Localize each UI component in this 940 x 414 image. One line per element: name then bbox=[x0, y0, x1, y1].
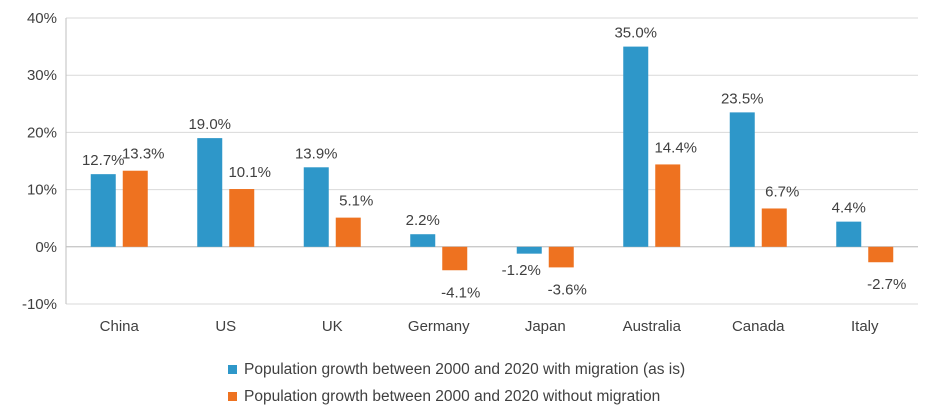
data-label-without-migration: -2.7% bbox=[867, 276, 906, 293]
data-label-without-migration: -4.1% bbox=[441, 284, 480, 301]
bar-with-migration bbox=[90, 174, 116, 247]
data-label-without-migration: 10.1% bbox=[228, 164, 271, 181]
bar-without-migration bbox=[229, 189, 255, 247]
bar-with-migration bbox=[303, 167, 329, 247]
x-tick-label: Italy bbox=[851, 318, 879, 335]
legend-item-with-migration: Population growth between 2000 and 2020 … bbox=[228, 356, 788, 383]
legend-item-without-migration: Population growth between 2000 and 2020 … bbox=[228, 383, 788, 410]
bar-without-migration bbox=[548, 246, 574, 268]
axes: -10% 0% 10% 20% 30% 40% China US UK Germany Japan A… bbox=[22, 10, 918, 335]
data-label-with-migration: 19.0% bbox=[188, 116, 231, 133]
x-tick-label: Canada bbox=[732, 318, 785, 335]
x-tick-label: Japan bbox=[525, 318, 566, 335]
data-label-with-migration: 4.4% bbox=[832, 200, 866, 217]
data-label-without-migration: 6.7% bbox=[765, 183, 799, 200]
legend-label-without-migration: Population growth between 2000 and 2020 … bbox=[244, 387, 661, 405]
bar-without-migration bbox=[655, 164, 681, 247]
data-label-with-migration: -1.2% bbox=[502, 262, 541, 279]
y-tick-label: 0% bbox=[35, 239, 57, 256]
bar-chart-plot: -10% 0% 10% 20% 30% 40% China US UK Germany Japan A… bbox=[22, 10, 918, 335]
bar-with-migration bbox=[623, 46, 649, 247]
bar-without-migration bbox=[335, 217, 361, 247]
legend-swatch-with-migration bbox=[228, 365, 237, 374]
bar-with-migration bbox=[410, 234, 436, 247]
y-tick-label: 40% bbox=[27, 10, 57, 27]
bar-with-migration bbox=[197, 138, 223, 247]
bars bbox=[90, 46, 894, 271]
y-tick-label: 30% bbox=[27, 67, 57, 84]
bar-without-migration bbox=[442, 246, 468, 271]
y-tick-label: -10% bbox=[22, 296, 57, 313]
bar-without-migration bbox=[868, 246, 894, 263]
x-tick-label: UK bbox=[322, 318, 343, 335]
x-tick-label: China bbox=[100, 318, 140, 335]
legend: Population growth between 2000 and 2020 … bbox=[228, 356, 788, 410]
bar-with-migration bbox=[729, 112, 755, 247]
data-label-with-migration: 12.7% bbox=[82, 152, 125, 169]
data-label-without-migration: 13.3% bbox=[122, 146, 165, 163]
legend-label-with-migration: Population growth between 2000 and 2020 … bbox=[244, 360, 686, 378]
bar-without-migration bbox=[122, 170, 148, 247]
x-tick-label: Australia bbox=[623, 318, 682, 335]
data-label-without-migration: 5.1% bbox=[339, 193, 373, 210]
x-tick-label: Germany bbox=[408, 318, 470, 335]
data-label-without-migration: -3.6% bbox=[548, 281, 587, 298]
y-tick-label: 10% bbox=[27, 182, 57, 199]
data-label-with-migration: 23.5% bbox=[721, 90, 764, 107]
bar-with-migration bbox=[836, 221, 862, 247]
data-label-with-migration: 35.0% bbox=[614, 25, 657, 42]
data-labels: 12.7% 19.0% 13.9% 2.2% -1.2% 35.0% 23.5% 4.4% 13… bbox=[82, 25, 906, 302]
x-tick-label: US bbox=[215, 318, 236, 335]
data-label-with-migration: 2.2% bbox=[406, 212, 440, 229]
data-label-with-migration: 13.9% bbox=[295, 145, 338, 162]
gridlines bbox=[66, 17, 918, 305]
bar-with-migration bbox=[516, 246, 542, 254]
y-tick-label: 20% bbox=[27, 124, 57, 141]
data-label-without-migration: 14.4% bbox=[654, 139, 697, 156]
legend-swatch-without-migration bbox=[228, 392, 237, 401]
bar-without-migration bbox=[761, 208, 787, 247]
